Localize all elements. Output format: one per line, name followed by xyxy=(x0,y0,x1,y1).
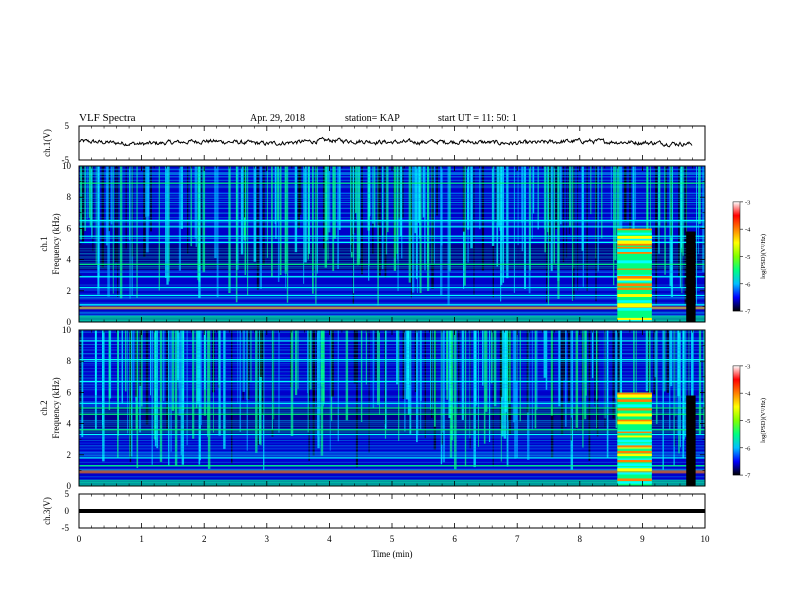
y-axis-label: ch.3(V) xyxy=(42,497,52,525)
y-axis-label: ch.1 xyxy=(39,236,49,251)
y-axis-label: Frequency (kHz) xyxy=(51,377,61,438)
x-tick-label: 6 xyxy=(452,534,457,544)
date-label: Apr. 29, 2018 xyxy=(250,113,305,124)
start-time-label: start UT = 11: 50: 1 xyxy=(438,113,517,124)
y-tick-label: 6 xyxy=(67,223,72,233)
colorbar-tick-label: -5 xyxy=(745,254,750,261)
y-tick-label: 10 xyxy=(62,161,72,171)
y-axis-label: Frequency (kHz) xyxy=(51,213,61,274)
y-tick-label: 2 xyxy=(67,286,72,296)
y-tick-label: 5 xyxy=(65,121,70,131)
station-label: station= KAP xyxy=(345,113,400,124)
x-tick-label: 4 xyxy=(327,534,332,544)
spectrogram-image xyxy=(79,166,705,322)
y-axis-label: ch.1(V) xyxy=(42,129,52,157)
x-axis-label: Time (min) xyxy=(372,549,413,559)
x-tick-label: 2 xyxy=(202,534,207,544)
narrowband-line xyxy=(79,457,705,459)
narrowband-line xyxy=(79,340,705,342)
chart-title: VLF Spectra xyxy=(79,112,136,124)
x-tick-label: 1 xyxy=(139,534,144,544)
colorbar-tick-label: -6 xyxy=(745,445,751,452)
x-tick-label: 9 xyxy=(640,534,645,544)
narrowband-line xyxy=(79,359,705,361)
x-tick-label: 5 xyxy=(390,534,395,544)
y-tick-label: 8 xyxy=(67,192,72,202)
x-tick-label: 3 xyxy=(265,534,270,544)
narrowband-line xyxy=(79,465,705,467)
colorbar-tick-label: -6 xyxy=(745,281,751,288)
colorbar-tick-label: -3 xyxy=(745,363,750,370)
x-tick-label: 7 xyxy=(515,534,520,544)
colorbar-tick-label: -7 xyxy=(745,309,751,316)
y-tick-label: 0 xyxy=(67,481,72,491)
narrowband-line xyxy=(79,407,705,409)
narrowband-line xyxy=(79,263,705,265)
y-tick-label: 4 xyxy=(67,255,72,265)
narrowband-line xyxy=(79,220,705,222)
colorbar-tick-label: -3 xyxy=(745,199,750,206)
colorbar xyxy=(732,365,741,476)
y-tick-label: -5 xyxy=(62,155,70,165)
y-tick-label: 5 xyxy=(65,489,70,499)
y-tick-label: 4 xyxy=(67,419,72,429)
spectrogram-image xyxy=(79,330,705,486)
narrowband-line xyxy=(79,433,705,436)
narrowband-line xyxy=(79,276,705,278)
narrowband-line xyxy=(79,241,705,244)
ch1-trace xyxy=(78,136,693,148)
y-tick-label: 0 xyxy=(67,317,72,327)
colorbar xyxy=(732,201,741,312)
x-tick-label: 10 xyxy=(701,534,711,544)
narrowband-line xyxy=(79,413,705,415)
narrowband-line xyxy=(79,235,705,237)
y-tick-label: 8 xyxy=(67,356,72,366)
x-tick-label: 8 xyxy=(578,534,583,544)
narrowband-line xyxy=(79,429,705,431)
y-axis-label: ch.2 xyxy=(39,400,49,415)
y-tick-label: 10 xyxy=(62,325,72,335)
colorbar-label: log(PSD)(V²/Hz) xyxy=(760,398,767,443)
colorbar-tick-label: -4 xyxy=(745,227,751,234)
narrowband-line xyxy=(79,287,705,289)
colorbar-tick-label: -4 xyxy=(745,391,751,398)
colorbar-tick-label: -5 xyxy=(745,418,750,425)
narrowband-line xyxy=(79,402,705,404)
y-tick-label: 2 xyxy=(67,450,72,460)
narrowband-line xyxy=(79,294,705,297)
narrowband-line xyxy=(79,182,705,184)
colorbar-tick-label: -7 xyxy=(745,473,751,480)
y-tick-label: 6 xyxy=(67,387,72,397)
narrowband-line xyxy=(79,380,705,383)
y-tick-label: 0 xyxy=(65,506,70,516)
y-tick-label: -5 xyxy=(62,523,70,533)
narrowband-line xyxy=(79,226,705,228)
narrowband-line xyxy=(79,304,705,306)
colorbar-label: log(PSD)(V²/Hz) xyxy=(760,234,767,279)
x-tick-label: 0 xyxy=(77,534,82,544)
